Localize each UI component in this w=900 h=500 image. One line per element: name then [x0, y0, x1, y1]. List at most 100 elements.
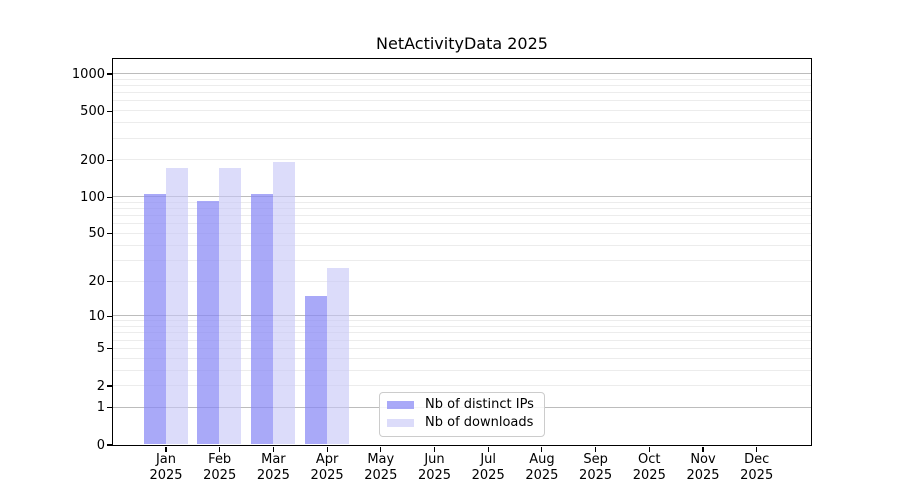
- gridline-minor: [112, 232, 811, 234]
- x-tick-mark: [380, 446, 382, 452]
- legend-swatch: [387, 419, 414, 427]
- x-tick-mark: [326, 446, 328, 452]
- x-tick-mark: [165, 446, 167, 452]
- gridline-minor: [112, 385, 811, 386]
- gridline-minor: [112, 259, 811, 261]
- x-tick-mark: [487, 446, 489, 452]
- y-tick-label: 50: [88, 226, 105, 242]
- x-tick-mark: [433, 446, 436, 452]
- gridline-minor: [112, 326, 811, 327]
- legend-label: Nb of distinct IPs: [425, 397, 534, 412]
- chart-title: NetActivityData 2025: [376, 34, 548, 53]
- x-tick-label-month: Oct: [638, 452, 661, 467]
- bar-distinct-ips: [304, 295, 327, 445]
- gridline-minor: [112, 223, 811, 225]
- bar-downloads: [219, 168, 242, 445]
- gridline-major: [112, 73, 811, 74]
- x-tick-label-month: Sep: [583, 452, 608, 467]
- legend: Nb of distinct IPs Nb of downloads: [379, 392, 545, 437]
- y-tick-mark: [106, 444, 112, 446]
- gridline-minor: [112, 347, 811, 349]
- x-tick-mark: [595, 446, 597, 452]
- y-tick-label: 5: [96, 341, 105, 357]
- x-tick-label-month: May: [367, 452, 395, 467]
- gridline-major: [112, 196, 811, 198]
- gridline-minor: [112, 110, 811, 112]
- x-tick-mark: [219, 446, 221, 452]
- x-tick-label: Mar 2025: [233, 452, 313, 483]
- x-tick-label-year: 2025: [740, 467, 774, 483]
- y-tick-mark: [106, 110, 112, 112]
- x-tick-label-year: 2025: [364, 467, 398, 483]
- x-tick-mark: [756, 446, 758, 452]
- x-tick-label-year: 2025: [203, 467, 237, 483]
- y-tick-label: 1000: [71, 66, 105, 82]
- legend-swatch: [387, 401, 414, 409]
- y-tick-label: 0: [96, 437, 105, 453]
- bar-downloads: [165, 168, 188, 445]
- x-tick-label-month: Dec: [744, 452, 770, 467]
- x-tick-label-month: Jan: [155, 452, 177, 467]
- y-tick-mark: [106, 233, 112, 235]
- gridline-minor: [112, 100, 811, 102]
- y-tick-label: 10: [88, 308, 105, 324]
- y-tick-label: 200: [80, 152, 105, 168]
- x-tick-label: Jun 2025: [395, 452, 475, 483]
- plot-area: [111, 57, 812, 446]
- x-tick-label-month: Nov: [690, 452, 716, 467]
- y-tick-mark: [106, 385, 112, 387]
- y-tick-label: 500: [80, 103, 105, 119]
- x-tick-label: Sep 2025: [556, 452, 636, 483]
- gridline-minor: [112, 332, 811, 334]
- y-tick-mark: [106, 348, 112, 350]
- x-tick-label-month: Jul: [480, 452, 497, 467]
- x-tick-mark: [702, 446, 704, 452]
- legend-entry: Nb of distinct IPs: [387, 397, 536, 413]
- gridline-minor: [112, 339, 811, 341]
- gridline-minor: [112, 159, 811, 161]
- x-tick-label-year: 2025: [149, 467, 183, 483]
- gridline-major: [112, 315, 811, 317]
- gridline-minor: [112, 244, 811, 246]
- gridline-minor: [112, 320, 811, 322]
- gridline-minor: [112, 122, 811, 124]
- x-tick-label: Aug 2025: [502, 452, 582, 483]
- gridline-minor: [112, 84, 811, 86]
- y-tick-mark: [106, 73, 112, 75]
- gridline-minor: [112, 369, 811, 371]
- y-tick-mark: [106, 280, 112, 283]
- x-tick-label-month: Apr: [315, 452, 339, 467]
- y-tick-mark: [106, 196, 112, 198]
- y-tick-label: 100: [80, 189, 105, 205]
- y-tick-label: 20: [88, 274, 105, 289]
- x-tick-label: Nov 2025: [663, 452, 743, 483]
- x-tick-label: Jul 2025: [448, 452, 528, 483]
- x-tick-label-month: Mar: [261, 452, 286, 467]
- gridline-minor: [112, 215, 811, 217]
- bar-downloads: [272, 162, 295, 445]
- x-tick-label-year: 2025: [471, 467, 505, 483]
- x-tick-label: Apr 2025: [287, 452, 367, 483]
- x-tick-label-year: 2025: [310, 467, 344, 483]
- bar-distinct-ips: [250, 194, 273, 445]
- x-tick-label-year: 2025: [256, 467, 290, 483]
- x-tick-label-year: 2025: [579, 467, 613, 483]
- x-tick-label-year: 2025: [525, 467, 559, 483]
- x-tick-label: Jan 2025: [126, 452, 206, 483]
- legend-label: Nb of downloads: [425, 415, 534, 430]
- x-tick-mark: [648, 446, 650, 452]
- x-tick-mark: [272, 446, 274, 452]
- gridline-minor: [112, 208, 811, 210]
- bar-distinct-ips: [197, 200, 220, 445]
- y-tick-mark: [106, 159, 112, 161]
- y-tick-mark: [106, 315, 112, 317]
- x-tick-label-month: Jun: [424, 452, 445, 467]
- gridline-minor: [112, 280, 811, 282]
- y-tick-mark: [106, 407, 112, 409]
- gridline-minor: [112, 92, 811, 94]
- gridline-minor: [112, 78, 811, 80]
- y-tick-label: 1: [96, 400, 105, 416]
- legend-entry: Nb of downloads: [387, 415, 536, 431]
- x-tick-label: Dec 2025: [717, 452, 797, 483]
